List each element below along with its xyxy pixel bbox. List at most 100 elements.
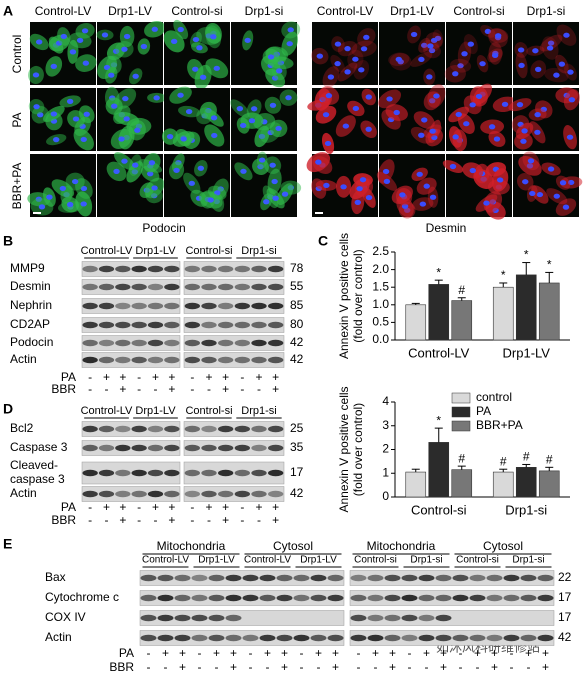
nucleus [496,177,504,183]
band [157,594,174,602]
band [367,614,384,622]
band [131,444,147,452]
treatment-sign: + [542,660,549,674]
nucleus [540,106,547,112]
band [350,574,367,582]
blot-strip [183,298,285,314]
nucleus [522,179,529,185]
kda-label: 35 [290,440,304,454]
treatment-sign: + [222,500,229,514]
treatment-sign: - [510,660,514,674]
nucleus [484,28,492,35]
significance-mark: # [500,454,507,468]
treatment-sign: + [168,382,175,396]
band [98,444,115,452]
nucleus [323,182,330,188]
caption: Podocin [142,221,185,235]
bar [405,471,427,498]
band [191,614,208,622]
protein-label: Actin [45,630,72,644]
band [486,574,503,582]
nucleus [286,41,293,47]
nucleus [342,123,350,129]
treatment-sign: + [525,646,532,660]
band [82,490,98,498]
panel-letter: B [3,233,13,249]
cells [28,23,97,85]
blot-strip [183,335,285,351]
blot-strip [139,590,345,606]
blot-strip [139,610,345,626]
nucleus [81,28,89,34]
band [327,634,344,642]
nucleus [546,45,554,51]
treatment-sign: - [154,513,158,527]
nucleus [285,95,292,101]
blot-strip [81,352,181,368]
group-label: Control-LV [81,405,133,417]
treatment-sign: - [137,370,141,384]
nucleus [275,125,282,132]
band [251,469,267,477]
nucleus [334,61,341,67]
column-header: Control-si [453,4,504,18]
cells [104,86,167,150]
treatment-sign: - [105,382,109,396]
nucleus [521,128,528,134]
nucleus [80,201,87,207]
treatment-sign: - [137,513,141,527]
band [268,490,284,498]
column-header: Drp1-si [245,4,284,18]
band [164,265,180,273]
nucleus [110,103,118,109]
nucleus [461,51,468,57]
nucleus [553,72,560,78]
kda-label: 42 [290,352,304,366]
treatment-sign: - [240,382,244,396]
nucleus [431,134,438,141]
nucleus [153,95,160,101]
band [147,490,164,498]
treatment-sign: + [491,646,498,660]
column-header: Drp1-LV [390,4,434,18]
nucleus [199,74,207,80]
band [115,265,131,273]
band [164,469,180,477]
band [218,339,234,347]
treatment-label: BBR [51,513,76,527]
treatment-sign: + [103,500,110,514]
treatment-sign: + [281,646,288,660]
blot-strip [183,421,285,437]
nucleus [275,68,283,74]
band [293,574,310,582]
band [435,594,452,602]
blot-strip [349,610,555,626]
treatment-sign: - [198,660,202,674]
nucleus [488,124,496,130]
significance-mark: * [436,413,441,427]
nucleus [108,72,115,78]
band [184,321,200,329]
nucleus [287,27,294,33]
band [268,321,284,329]
significance-mark: # [523,450,530,464]
treatment-sign: + [332,660,339,674]
protein-label: Bcl2 [10,421,34,435]
band [401,634,418,642]
x-tick-label: Control-si [411,502,467,517]
treatment-sign: - [408,646,412,660]
nucleus [272,195,279,201]
band [251,283,267,291]
nucleus [520,138,527,144]
band [327,574,344,582]
nucleus [258,133,266,140]
nucleus [516,102,524,108]
nucleus [59,185,67,192]
treatment-sign: + [272,370,279,384]
cells [517,151,583,216]
error-bar [434,279,443,285]
nucleus [101,32,109,38]
bar [405,304,427,341]
treatment-sign: - [357,646,361,660]
nucleus [429,98,436,104]
